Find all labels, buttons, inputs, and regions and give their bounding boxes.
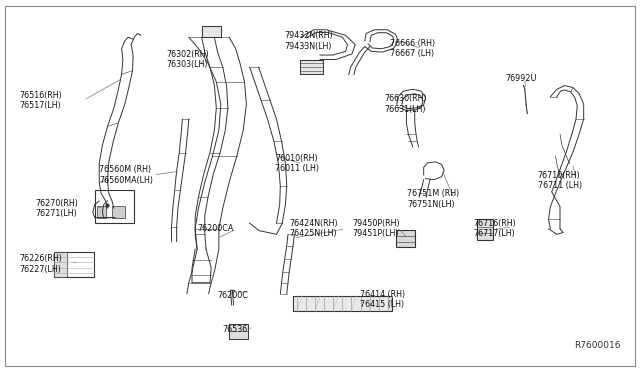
Bar [112, 206, 125, 218]
Text: 76710(RH)
76711 (LH): 76710(RH) 76711 (LH) [538, 171, 582, 190]
Text: 76010(RH)
76011 (LH): 76010(RH) 76011 (LH) [275, 154, 319, 173]
Bar [229, 324, 248, 339]
Text: 76226(RH)
76227(LH): 76226(RH) 76227(LH) [19, 254, 62, 274]
Text: 79450P(RH)
79451P(LH): 79450P(RH) 79451P(LH) [352, 219, 399, 238]
Polygon shape [300, 60, 323, 74]
Text: 76200C: 76200C [218, 291, 248, 300]
Text: 76516(RH)
76517(LH): 76516(RH) 76517(LH) [19, 91, 62, 110]
Bar [396, 230, 415, 247]
Text: 76560M (RH)
76560MA(LH): 76560M (RH) 76560MA(LH) [99, 165, 153, 185]
Text: R7600016: R7600016 [574, 341, 621, 350]
Bar [293, 296, 392, 311]
Bar [97, 206, 106, 218]
Bar [54, 252, 94, 277]
Text: 76630(RH)
76631(LH): 76630(RH) 76631(LH) [384, 94, 427, 114]
Text: 76716(RH)
76717(LH): 76716(RH) 76717(LH) [474, 219, 516, 238]
Text: 76302(RH)
76303(LH): 76302(RH) 76303(LH) [166, 50, 209, 69]
Bar [95, 190, 134, 223]
Text: 76751M (RH)
76751N(LH): 76751M (RH) 76751N(LH) [407, 189, 460, 209]
Text: 76414 (RH)
76415 (LH): 76414 (RH) 76415 (LH) [360, 290, 405, 309]
Text: 76270(RH)
76271(LH): 76270(RH) 76271(LH) [35, 199, 78, 218]
Bar [477, 219, 493, 240]
Text: 76666 (RH)
76667 (LH): 76666 (RH) 76667 (LH) [390, 39, 436, 58]
Bar [54, 252, 67, 277]
Text: 76536: 76536 [223, 325, 248, 334]
Text: 76992U: 76992U [506, 74, 537, 83]
Text: 76424N(RH)
76425N(LH): 76424N(RH) 76425N(LH) [289, 219, 338, 238]
Polygon shape [202, 26, 221, 37]
Text: 79432N(RH)
79433N(LH): 79432N(RH) 79433N(LH) [285, 31, 333, 51]
Text: 76200CA: 76200CA [197, 224, 234, 233]
